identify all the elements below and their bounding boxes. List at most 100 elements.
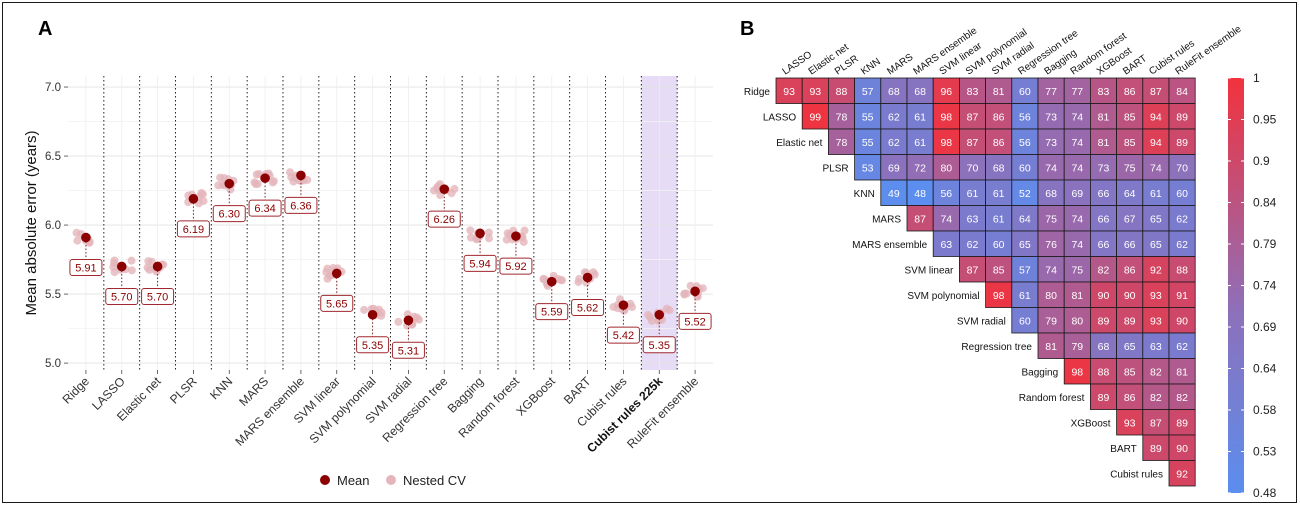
heatmap-cell xyxy=(1011,103,1039,130)
heatmap-cell-value: 98 xyxy=(940,137,952,149)
heatmap-cell xyxy=(1090,307,1118,334)
heatmap-cell xyxy=(1090,256,1118,283)
mean-label-box xyxy=(391,341,425,359)
heatmap-cell-value: 83 xyxy=(967,86,979,98)
heatmap-cell xyxy=(1063,307,1091,334)
heatmap-cell-value: 85 xyxy=(1124,111,1136,123)
heatmap-cell xyxy=(1116,179,1144,206)
mean-point xyxy=(546,276,557,287)
heatmap-row-label: KNN xyxy=(854,189,875,200)
nested-cv-point xyxy=(626,299,635,308)
heatmap-cell xyxy=(1037,128,1065,155)
mean-label: 5.59 xyxy=(541,307,562,319)
colorbar-tick-label: 0.74 xyxy=(1253,279,1277,293)
y-tick-label: 7.0 xyxy=(45,82,61,94)
heatmap-cell-value: 64 xyxy=(1019,213,1031,225)
colorbar-tick-label: 0.79 xyxy=(1253,237,1277,251)
mean-point xyxy=(296,170,306,181)
nested-cv-point xyxy=(466,226,475,235)
heatmap-cell-value: 75 xyxy=(1045,213,1057,225)
mean-label: 5.70 xyxy=(111,291,132,303)
heatmap-row-label: SVM radial xyxy=(957,316,1006,327)
heatmap-cell xyxy=(775,77,803,104)
heatmap-cell-value: 81 xyxy=(1098,111,1110,123)
heatmap-cell-value: 79 xyxy=(1045,315,1057,327)
heatmap-cell xyxy=(932,205,960,232)
heatmap-cell-value: 61 xyxy=(1019,290,1031,302)
heatmap-cell xyxy=(828,77,856,104)
mean-point xyxy=(439,184,450,194)
nested-cv-point xyxy=(377,311,386,320)
mean-label: 6.34 xyxy=(254,203,275,215)
heatmap-cell-value: 63 xyxy=(967,213,979,225)
heatmap-cell-value: 82 xyxy=(1098,264,1110,276)
nested-cv-point xyxy=(216,173,225,182)
heatmap-cell-value: 92 xyxy=(1150,264,1162,276)
nested-cv-point xyxy=(73,236,82,245)
heatmap-cell xyxy=(1063,358,1091,385)
heatmap-cell-value: 68 xyxy=(1098,341,1110,353)
mean-point xyxy=(81,232,91,243)
colorbar-tick-label: 0.69 xyxy=(1253,320,1277,334)
mean-point xyxy=(654,309,665,320)
heatmap-cell-value: 90 xyxy=(1124,290,1136,302)
heatmap-cell-value: 76 xyxy=(1045,239,1057,251)
heatmap-cell xyxy=(932,230,960,257)
heatmap-cell-value: 90 xyxy=(1098,290,1110,302)
heatmap-cell xyxy=(1116,307,1144,334)
heatmap-cell xyxy=(932,103,960,130)
y-tick-label: 5.5 xyxy=(45,289,61,301)
heatmap-cell-value: 79 xyxy=(1071,341,1083,353)
heatmap-cell-value: 74 xyxy=(1045,162,1057,174)
mean-label-box xyxy=(499,257,533,275)
mean-point xyxy=(511,231,521,241)
heatmap-row-label: Ridge xyxy=(744,87,771,98)
heatmap-row-label: SVM polynomial xyxy=(907,291,979,302)
heatmap-cell xyxy=(1090,179,1118,206)
mean-label: 6.30 xyxy=(219,209,240,221)
heatmap-cell-value: 93 xyxy=(783,86,795,98)
nested-cv-point xyxy=(518,233,527,242)
x-tick-label: Ridge xyxy=(60,374,93,407)
nested-cv-point xyxy=(502,235,511,244)
nested-cv-point xyxy=(322,268,331,277)
heatmap-cell xyxy=(1168,383,1196,410)
heatmap-cell-value: 81 xyxy=(1071,290,1083,302)
heatmap-cell-value: 61 xyxy=(967,188,979,200)
heatmap-cell-value: 78 xyxy=(836,137,848,149)
mean-label: 5.92 xyxy=(505,261,526,273)
heatmap-cell-value: 62 xyxy=(888,111,900,123)
heatmap-cell xyxy=(1142,128,1170,155)
heatmap-cell xyxy=(1090,358,1118,385)
heatmap-cell xyxy=(1037,77,1065,104)
heatmap-cell xyxy=(959,230,987,257)
heatmap-cell-value: 81 xyxy=(993,86,1005,98)
x-tick-label: Regression tree xyxy=(380,374,451,445)
heatmap-cell-value: 87 xyxy=(967,264,979,276)
heatmap-cell xyxy=(1168,434,1196,461)
heatmap-cell xyxy=(1116,77,1144,104)
heatmap-cell xyxy=(1037,179,1065,206)
nested-cv-point xyxy=(394,317,403,326)
heatmap-row-label: PLSR xyxy=(822,163,848,174)
nested-cv-point xyxy=(110,259,119,268)
colorbar-tick-label: 0.84 xyxy=(1253,196,1277,210)
heatmap-cell-value: 60 xyxy=(993,239,1005,251)
heatmap-row-label: Elastic net xyxy=(776,138,822,149)
heatmap-cell-value: 89 xyxy=(1098,392,1110,404)
heatmap-cell-value: 69 xyxy=(888,162,900,174)
mean-label-box xyxy=(571,299,605,317)
nested-cv-point xyxy=(285,168,294,177)
heatmap-cell xyxy=(985,154,1013,181)
heatmap-cell xyxy=(1063,179,1091,206)
heatmap-row-label: XGBoost xyxy=(1071,418,1111,429)
heatmap-cell-value: 62 xyxy=(888,137,900,149)
heatmap-cell xyxy=(959,256,987,283)
mean-label-box xyxy=(105,287,139,305)
heatmap-cell xyxy=(1142,256,1170,283)
heatmap-cell-value: 81 xyxy=(1098,137,1110,149)
heatmap-cell-value: 89 xyxy=(1176,137,1188,149)
heatmap-cell-value: 65 xyxy=(1150,213,1162,225)
mean-label: 5.52 xyxy=(684,316,705,328)
heatmap-cell xyxy=(985,256,1013,283)
